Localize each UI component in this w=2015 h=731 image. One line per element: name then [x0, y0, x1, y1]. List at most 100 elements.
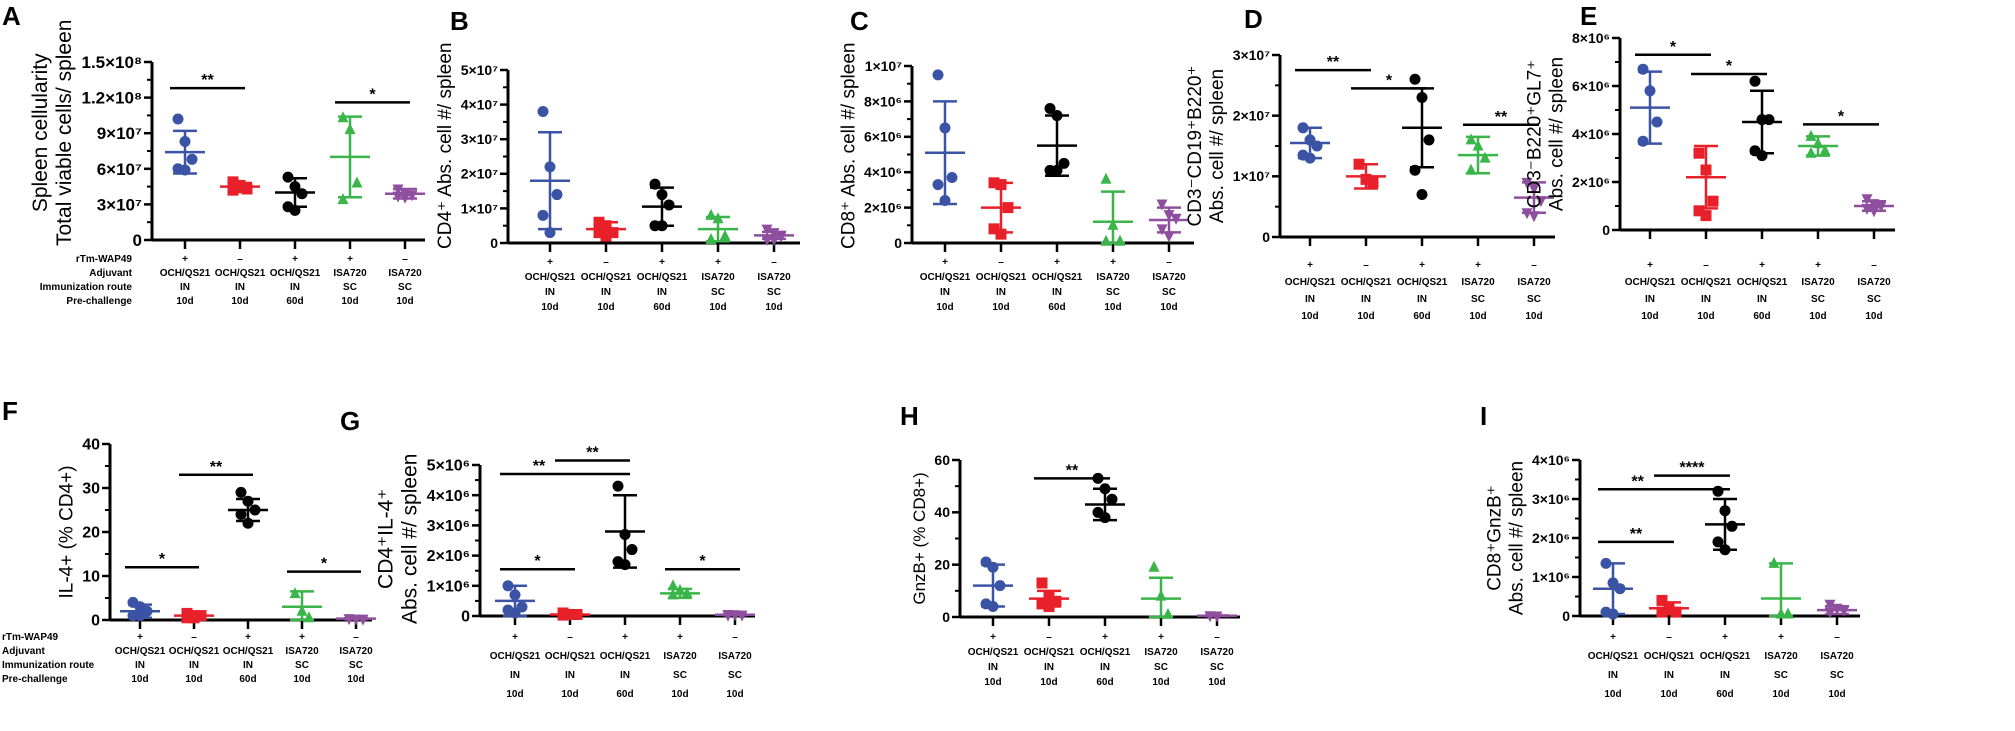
x-label-wap49: +	[990, 632, 996, 643]
x-label-prechallenge: 10d	[1160, 302, 1177, 313]
data-point-circle	[509, 607, 521, 619]
data-point-triangle	[1114, 234, 1126, 246]
data-point-square	[227, 184, 239, 196]
x-label-prechallenge: 10d	[936, 302, 953, 313]
x-label-wap49: –	[1214, 632, 1220, 643]
y-tick-label: 0	[1602, 222, 1610, 238]
series-group-1	[973, 556, 1013, 613]
y-tick-label: 6×10⁶	[1572, 78, 1610, 94]
series-group-2	[1686, 144, 1726, 222]
data-point-triangle	[1162, 607, 1174, 619]
x-label-wap49: +	[1102, 632, 1108, 643]
y-tick-label: 3×10⁶	[1532, 491, 1570, 507]
data-point-triangle	[1465, 163, 1477, 175]
x-label-route: IN	[545, 287, 555, 298]
data-point-square	[188, 612, 200, 624]
x-label-adjuvant: OCH/QS21	[525, 272, 576, 283]
panel-g: G 0 1×10⁶ 2×10⁶ 3×10⁶ 4×10⁶ 5×10⁶ CD4⁺IL-4⁺Abs.…	[340, 406, 755, 700]
x-label-adjuvant: OCH/QS21	[1588, 651, 1639, 662]
data-point-circle	[1044, 102, 1056, 114]
x-label-adjuvant: ISA720	[718, 651, 752, 662]
x-label-prechallenge: 10d	[1809, 311, 1826, 322]
significance-label: *	[321, 556, 328, 573]
x-label-adjuvant: OCH/QS21	[920, 272, 971, 283]
y-tick-label: 5×10⁷	[461, 62, 499, 78]
data-point-circle	[1763, 114, 1775, 126]
significance-label: **	[210, 459, 223, 476]
data-point-square	[234, 182, 246, 194]
panel-c: C 0 2×10⁶ 4×10⁶ 6×10⁶ 8×10⁶ 1×10⁷ CD8⁺ Abs. cel…	[838, 6, 1194, 313]
y-axis-label-line: Abs. cell #/ spleen	[398, 454, 421, 624]
x-label-wap49: +	[292, 254, 298, 265]
series-group-2	[174, 607, 214, 624]
x-label-route: IN	[1701, 294, 1711, 305]
y-tick-label: 20	[934, 557, 950, 573]
data-point-triangle-down	[1170, 213, 1182, 225]
data-point-square	[227, 176, 239, 188]
x-label-prechallenge: 10d	[541, 302, 558, 313]
series-group-3	[1402, 73, 1442, 201]
data-point-square	[1353, 158, 1365, 170]
x-label-wap49: +	[347, 254, 353, 265]
y-axis-label-line: Abs. cell #/ spleen	[1207, 69, 1228, 223]
data-point-circle	[1712, 536, 1724, 548]
y-tick-label: 0	[133, 231, 142, 250]
x-label-wap49: +	[622, 632, 628, 643]
x-label-route: IN	[565, 670, 575, 681]
x-label-wap49: +	[1475, 260, 1481, 271]
x-label-adjuvant: OCH/QS21	[1397, 277, 1448, 288]
series-group-1	[925, 69, 965, 207]
x-label-adjuvant: ISA720	[701, 272, 735, 283]
series-group-4	[1798, 129, 1838, 158]
series-group-2	[981, 177, 1021, 240]
series-group-5	[715, 609, 755, 622]
panel-b: B 0 1×10⁷ 2×10⁷ 3×10⁷ 4×10⁷ 5×10⁷ CD4⁺ Abs. cel…	[435, 6, 800, 313]
x-label-prechallenge: 10d	[131, 674, 148, 685]
x-label-adjuvant: ISA720	[1801, 277, 1835, 288]
x-label-route: SC	[1867, 294, 1881, 305]
x-label-prechallenge: 60d	[1716, 689, 1733, 700]
data-point-circle	[249, 504, 261, 516]
data-point-triangle-down	[1521, 208, 1533, 220]
y-axis-label: CD3⁻CD19⁺B220⁺Abs. cell #/ spleen	[1185, 65, 1228, 226]
data-point-circle	[235, 508, 247, 520]
y-axis-label-line: IL-4+ (% CD4+)	[56, 465, 77, 598]
data-point-circle	[242, 495, 254, 507]
data-point-circle	[186, 153, 198, 165]
x-label-prechallenge: 10d	[1865, 311, 1882, 322]
series-group-4	[330, 111, 370, 205]
x-label-prechallenge: 10d	[506, 689, 523, 700]
x-label-route: IN	[1664, 670, 1674, 681]
x-label-adjuvant: OCH/QS21	[545, 651, 596, 662]
series-group-2	[550, 607, 590, 621]
x-label-prechallenge: 60d	[1753, 311, 1770, 322]
panel-letter: E	[1580, 1, 1597, 31]
data-point-square	[564, 608, 576, 620]
data-point-circle	[1637, 135, 1649, 147]
data-point-square	[1656, 606, 1668, 618]
data-point-triangle	[1782, 607, 1794, 619]
y-tick-label: 2×10⁶	[427, 548, 470, 565]
data-point-circle	[1600, 557, 1612, 569]
y-axis-label: Spleen cellularityTotal viable cells/ sp…	[29, 20, 76, 246]
x-label-adjuvant: OCH/QS21	[1625, 277, 1676, 288]
y-axis-label-line: CD4⁺IL-4⁺	[374, 489, 397, 589]
series-group-1	[1593, 557, 1633, 620]
row-title: Adjuvant	[89, 268, 132, 279]
x-label-adjuvant: OCH/QS21	[490, 651, 541, 662]
y-axis-label-line: Abs. cell #/ spleen	[1506, 461, 1527, 615]
data-point-square	[1700, 164, 1712, 176]
data-point-triangle	[344, 123, 356, 135]
y-tick-label: 4×10⁶	[1532, 452, 1570, 468]
data-point-circle	[946, 172, 958, 184]
data-point-square	[195, 610, 207, 622]
data-point-circle	[134, 610, 146, 622]
data-point-triangle-down	[1824, 599, 1836, 611]
series-group-3	[275, 171, 315, 216]
significance-label: *	[369, 86, 376, 103]
x-label-route: IN	[180, 282, 190, 293]
data-point-circle	[1756, 150, 1768, 162]
data-point-circle	[1416, 189, 1428, 201]
x-label-prechallenge: 10d	[1660, 689, 1677, 700]
x-label-adjuvant: OCH/QS21	[1341, 277, 1392, 288]
